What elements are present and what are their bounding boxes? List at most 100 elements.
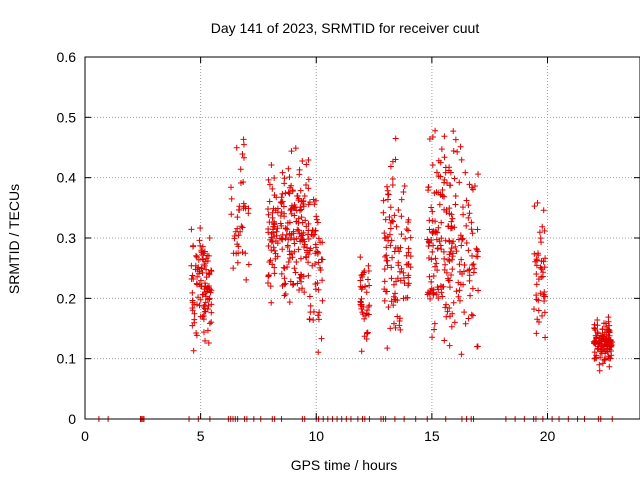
data-point: [196, 302, 203, 309]
data-point: [194, 273, 201, 280]
data-point: [205, 282, 212, 289]
data-point: [426, 290, 433, 297]
data-point: [449, 215, 456, 222]
data-point: [428, 204, 435, 211]
data-point: [448, 272, 455, 279]
data-point: [208, 309, 215, 316]
data-point: [532, 258, 539, 265]
data-point: [403, 261, 410, 268]
data-point: [405, 249, 412, 256]
data-point: [384, 183, 391, 190]
data-point: [312, 250, 319, 257]
data-point: [458, 242, 465, 249]
data-point: [292, 269, 299, 276]
data-point: [436, 201, 443, 208]
data-point: [447, 248, 454, 255]
data-point: [446, 342, 453, 349]
data-point: [425, 184, 432, 191]
data-point: [271, 247, 278, 254]
data-point: [381, 297, 388, 304]
data-point: [311, 201, 318, 208]
data-point: [265, 273, 272, 280]
data-point: [301, 241, 308, 248]
data-point: [394, 297, 401, 304]
data-point: [199, 243, 206, 250]
data-point: [357, 254, 364, 261]
data-point: [364, 330, 371, 337]
data-point: [431, 190, 438, 197]
data-point: [268, 299, 275, 306]
data-point: [278, 235, 285, 242]
data-point: [458, 256, 465, 263]
data-point: [426, 240, 433, 247]
data-point: [469, 285, 476, 292]
data-point: [470, 261, 477, 268]
data-point: [318, 335, 325, 342]
data-point: [446, 284, 453, 291]
x-tick-label: 5: [197, 428, 205, 444]
data-point: [456, 297, 463, 304]
data-point: [605, 353, 612, 360]
data-point: [198, 264, 205, 271]
data-point: [385, 304, 392, 311]
data-point: [297, 233, 304, 240]
data-point: [533, 256, 540, 263]
data-point: [234, 241, 241, 248]
data-point: [442, 261, 449, 268]
data-point: [596, 367, 603, 374]
data-point: [444, 308, 451, 315]
data-point: [606, 363, 613, 370]
data-point: [448, 256, 455, 263]
data-point: [288, 210, 295, 217]
data-point: [533, 292, 540, 299]
data-point: [604, 348, 611, 355]
data-point: [531, 250, 538, 257]
data-point: [297, 275, 304, 282]
data-point: [470, 269, 477, 276]
data-point: [446, 304, 453, 311]
data-point: [190, 242, 197, 249]
data-point: [245, 205, 252, 212]
data-point: [539, 273, 546, 280]
axis-ticks: 0 0.1 0.2 0.3 0.4 0.5 0.6 0 5 10 15 20: [57, 49, 640, 444]
data-point: [446, 182, 453, 189]
data-point: [383, 252, 390, 259]
data-point: [291, 236, 298, 243]
data-point: [443, 209, 450, 216]
data-point: [434, 284, 441, 291]
data-point: [451, 175, 458, 182]
data-point: [394, 313, 401, 320]
data-point: [443, 269, 450, 276]
data-point: [298, 230, 305, 237]
data-point: [542, 255, 549, 262]
data-point: [296, 171, 303, 178]
data-point: [465, 214, 472, 221]
data-point: [301, 192, 308, 199]
data-point: [468, 311, 475, 318]
data-point: [280, 264, 287, 271]
data-point: [206, 234, 213, 241]
data-point: [598, 343, 605, 350]
data-point: [471, 183, 478, 190]
data-point: [278, 222, 285, 229]
data-point: [193, 252, 200, 259]
data-point: [432, 255, 439, 262]
data-point: [281, 275, 288, 282]
data-point: [300, 198, 307, 205]
data-point: [205, 270, 212, 277]
data-point: [449, 310, 456, 317]
data-point: [401, 183, 408, 190]
data-point: [429, 229, 436, 236]
data-point: [469, 261, 476, 268]
data-point: [307, 302, 314, 309]
data-point: [359, 271, 366, 278]
data-point: [297, 204, 304, 211]
data-point: [446, 205, 453, 212]
data-point: [437, 191, 444, 198]
data-point: [390, 293, 397, 300]
data-point: [593, 338, 600, 345]
data-point: [448, 225, 455, 232]
data-point: [313, 216, 320, 223]
data-point: [364, 329, 371, 336]
